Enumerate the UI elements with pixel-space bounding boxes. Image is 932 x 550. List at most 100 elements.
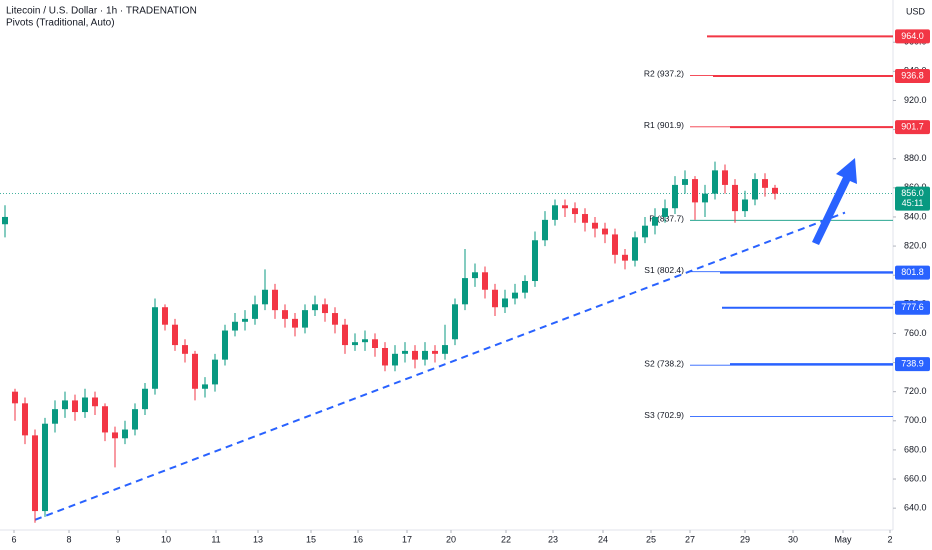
candle-body bbox=[582, 214, 588, 223]
candle-body bbox=[452, 304, 458, 340]
candle-body bbox=[732, 184, 738, 212]
candle-body bbox=[762, 179, 768, 188]
x-tick-label: 25 bbox=[646, 534, 656, 544]
pivot-label: S2 (738.2) bbox=[644, 358, 684, 368]
candle-body bbox=[72, 400, 78, 413]
price-tag-label: 777.6 bbox=[901, 302, 924, 312]
x-tick-label: 10 bbox=[161, 534, 171, 544]
candle-body bbox=[262, 289, 268, 305]
candle-body bbox=[322, 304, 328, 314]
candle-body bbox=[332, 313, 338, 325]
price-tag-label: 901.7 bbox=[901, 121, 924, 131]
y-tick-label: 760.0 bbox=[904, 328, 927, 338]
price-tag bbox=[895, 357, 930, 372]
price-tag bbox=[895, 300, 930, 315]
x-tick-label: 29 bbox=[740, 534, 750, 544]
candle-body bbox=[382, 347, 388, 366]
candle-body bbox=[612, 234, 618, 255]
candle-body bbox=[232, 321, 238, 331]
candle-body bbox=[42, 423, 48, 512]
y-tick-label: 880.0 bbox=[904, 153, 927, 163]
x-tick-label: 24 bbox=[598, 534, 608, 544]
candle-body bbox=[252, 304, 258, 319]
x-tick-label: 23 bbox=[548, 534, 558, 544]
candle-body bbox=[222, 330, 228, 360]
candle-body bbox=[92, 397, 98, 407]
x-tick-label: 16 bbox=[353, 534, 363, 544]
candle-body bbox=[102, 406, 108, 433]
candle-body bbox=[492, 289, 498, 308]
candle-body bbox=[282, 310, 288, 319]
candle-body bbox=[2, 216, 8, 225]
candle-body bbox=[152, 307, 158, 389]
y-tick-label: 720.0 bbox=[904, 386, 927, 396]
price-tag bbox=[895, 69, 930, 84]
candle-body bbox=[652, 216, 658, 226]
currency[interactable]: USD bbox=[906, 6, 926, 16]
candle-body bbox=[372, 339, 378, 348]
price-tag-label: 801.8 bbox=[901, 267, 924, 277]
candle-body bbox=[562, 205, 568, 209]
x-tick-label: May bbox=[834, 534, 852, 544]
price-tag bbox=[895, 120, 930, 135]
candle-body bbox=[272, 289, 278, 311]
candle-body bbox=[702, 193, 708, 203]
candle-body bbox=[472, 272, 478, 279]
candle-body bbox=[342, 324, 348, 346]
x-tick-label: 17 bbox=[402, 534, 412, 544]
candle-body bbox=[52, 409, 58, 424]
up-arrow bbox=[812, 158, 857, 245]
countdown: 45:11 bbox=[902, 198, 924, 208]
candle-body bbox=[182, 345, 188, 354]
candle-body bbox=[292, 318, 298, 328]
x-tick-label: 20 bbox=[446, 534, 456, 544]
pivot-label: S1 (802.4) bbox=[644, 265, 684, 275]
x-tick-label: 6 bbox=[11, 534, 16, 544]
candle-body bbox=[162, 307, 168, 325]
candle-body bbox=[12, 391, 18, 404]
candle-body bbox=[362, 339, 368, 343]
candle-body bbox=[522, 281, 528, 293]
candle-body bbox=[202, 384, 208, 389]
x-tick-label: 15 bbox=[306, 534, 316, 544]
y-tick-label: 700.0 bbox=[904, 415, 927, 425]
pivot-label: R2 (937.2) bbox=[644, 69, 684, 79]
x-tick-label: 11 bbox=[211, 534, 220, 544]
y-tick-label: 840.0 bbox=[904, 211, 927, 221]
candle-body bbox=[512, 292, 518, 299]
candle-body bbox=[462, 278, 468, 305]
candle-body bbox=[542, 219, 548, 241]
candle-body bbox=[412, 350, 418, 360]
candle-body bbox=[632, 237, 638, 261]
candle-body bbox=[32, 435, 38, 512]
candle-body bbox=[482, 272, 488, 290]
x-tick-label: 27 bbox=[685, 534, 695, 544]
y-tick-label: 820.0 bbox=[904, 240, 927, 250]
candle-body bbox=[532, 240, 538, 282]
candle-body bbox=[502, 298, 508, 308]
candle-body bbox=[712, 170, 718, 194]
candle-body bbox=[62, 400, 68, 410]
candle-body bbox=[212, 359, 218, 385]
y-tick-label: 640.0 bbox=[904, 503, 927, 513]
candle-body bbox=[432, 350, 438, 354]
candle-body bbox=[132, 409, 138, 430]
candle-body bbox=[22, 403, 28, 436]
x-tick-label: 2 bbox=[887, 534, 892, 544]
candle-body bbox=[622, 254, 628, 261]
candle-body bbox=[82, 397, 88, 413]
candle-body bbox=[312, 304, 318, 311]
x-tick-label: 13 bbox=[253, 534, 263, 544]
pivot-label: R1 (901.9) bbox=[644, 120, 684, 130]
candle-body bbox=[592, 222, 598, 229]
candle-body bbox=[442, 345, 448, 354]
candle-body bbox=[672, 184, 678, 209]
candle-body bbox=[602, 228, 608, 235]
pivot-label: S3 (702.9) bbox=[644, 410, 684, 420]
candle-body bbox=[422, 350, 428, 360]
y-tick-label: 680.0 bbox=[904, 444, 927, 454]
candle-body bbox=[692, 179, 698, 203]
candle-body bbox=[402, 350, 408, 354]
candle-body bbox=[752, 179, 758, 200]
